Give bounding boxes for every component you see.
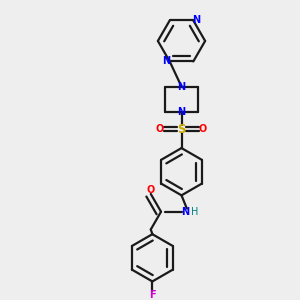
Text: O: O: [199, 124, 207, 134]
Text: H: H: [191, 207, 199, 217]
Text: S: S: [177, 123, 186, 136]
Text: O: O: [156, 124, 164, 134]
Text: N: N: [177, 107, 186, 117]
Text: N: N: [192, 16, 200, 26]
Text: N: N: [177, 82, 186, 92]
Text: N: N: [182, 207, 190, 217]
Text: F: F: [149, 290, 156, 300]
Text: N: N: [163, 56, 171, 66]
Text: O: O: [147, 185, 155, 195]
